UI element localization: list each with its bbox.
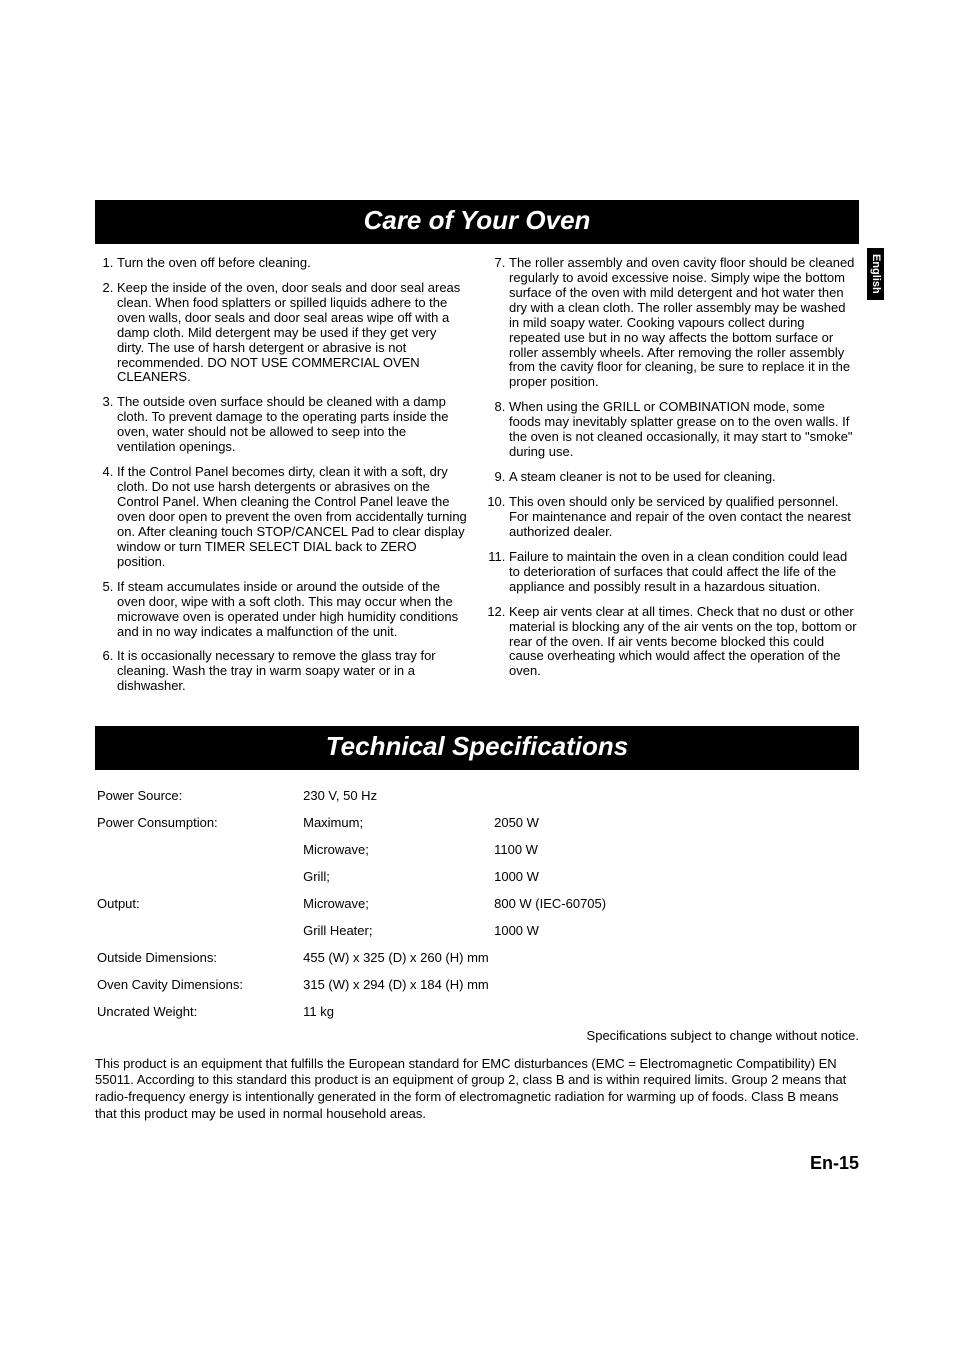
care-col-right: The roller assembly and oven cavity floo… bbox=[487, 256, 859, 704]
spec-col3: 1000 W bbox=[494, 919, 857, 944]
spec-col3: 1100 W bbox=[494, 838, 857, 863]
care-item: Turn the oven off before cleaning. bbox=[117, 256, 467, 271]
care-item: The outside oven surface should be clean… bbox=[117, 395, 467, 455]
emc-paragraph: This product is an equipment that fulfil… bbox=[95, 1056, 859, 1124]
table-row: Uncrated Weight: 11 kg bbox=[97, 1000, 857, 1025]
care-columns: Turn the oven off before cleaning. Keep … bbox=[95, 256, 859, 704]
spec-col2: Grill; bbox=[303, 865, 492, 890]
spec-label bbox=[97, 865, 301, 890]
care-item: Keep air vents clear at all times. Check… bbox=[509, 605, 859, 680]
spec-col2: 230 V, 50 Hz bbox=[303, 784, 492, 809]
language-tab: English bbox=[867, 248, 884, 300]
section-header-specs: Technical Specifications bbox=[95, 726, 859, 770]
spec-col3: 2050 W bbox=[494, 811, 857, 836]
spec-label: Power Consumption: bbox=[97, 811, 301, 836]
spec-col3 bbox=[494, 784, 857, 809]
specs-tbody: Power Source: 230 V, 50 Hz Power Consump… bbox=[97, 784, 857, 1024]
table-row: Grill Heater; 1000 W bbox=[97, 919, 857, 944]
spec-label: Uncrated Weight: bbox=[97, 1000, 301, 1025]
care-item: The roller assembly and oven cavity floo… bbox=[509, 256, 859, 390]
care-item: If steam accumulates inside or around th… bbox=[117, 580, 467, 640]
spec-col3: 800 W (IEC-60705) bbox=[494, 892, 857, 917]
table-row: Power Source: 230 V, 50 Hz bbox=[97, 784, 857, 809]
specs-note: Specifications subject to change without… bbox=[95, 1029, 859, 1044]
page-number: En-15 bbox=[95, 1153, 859, 1174]
section-header-care: Care of Your Oven bbox=[95, 200, 859, 244]
table-row: Oven Cavity Dimensions: 315 (W) x 294 (D… bbox=[97, 973, 857, 998]
table-row: Output: Microwave; 800 W (IEC-60705) bbox=[97, 892, 857, 917]
spec-label bbox=[97, 838, 301, 863]
care-col-left: Turn the oven off before cleaning. Keep … bbox=[95, 256, 467, 704]
care-list-left: Turn the oven off before cleaning. Keep … bbox=[95, 256, 467, 694]
care-item: A steam cleaner is not to be used for cl… bbox=[509, 470, 859, 485]
spec-col2: Microwave; bbox=[303, 892, 492, 917]
table-row: Microwave; 1100 W bbox=[97, 838, 857, 863]
spec-col2: 315 (W) x 294 (D) x 184 (H) mm bbox=[303, 973, 857, 998]
care-item: If the Control Panel becomes dirty, clea… bbox=[117, 465, 467, 570]
spec-col2: Microwave; bbox=[303, 838, 492, 863]
care-item: Failure to maintain the oven in a clean … bbox=[509, 550, 859, 595]
care-item: Keep the inside of the oven, door seals … bbox=[117, 281, 467, 386]
care-item: When using the GRILL or COMBINATION mode… bbox=[509, 400, 859, 460]
spec-col2: 455 (W) x 325 (D) x 260 (H) mm bbox=[303, 946, 857, 971]
specs-table: Power Source: 230 V, 50 Hz Power Consump… bbox=[95, 782, 859, 1026]
spec-label: Power Source: bbox=[97, 784, 301, 809]
spec-col2: 11 kg bbox=[303, 1000, 857, 1025]
spec-label bbox=[97, 919, 301, 944]
care-item: This oven should only be serviced by qua… bbox=[509, 495, 859, 540]
table-row: Grill; 1000 W bbox=[97, 865, 857, 890]
spec-label: Output: bbox=[97, 892, 301, 917]
table-row: Outside Dimensions: 455 (W) x 325 (D) x … bbox=[97, 946, 857, 971]
spec-label: Outside Dimensions: bbox=[97, 946, 301, 971]
spec-col2: Grill Heater; bbox=[303, 919, 492, 944]
page: English Care of Your Oven Turn the oven … bbox=[0, 0, 954, 1234]
spec-col2: Maximum; bbox=[303, 811, 492, 836]
spec-col3: 1000 W bbox=[494, 865, 857, 890]
care-list-right: The roller assembly and oven cavity floo… bbox=[487, 256, 859, 679]
care-item: It is occasionally necessary to remove t… bbox=[117, 649, 467, 694]
table-row: Power Consumption: Maximum; 2050 W bbox=[97, 811, 857, 836]
spec-label: Oven Cavity Dimensions: bbox=[97, 973, 301, 998]
